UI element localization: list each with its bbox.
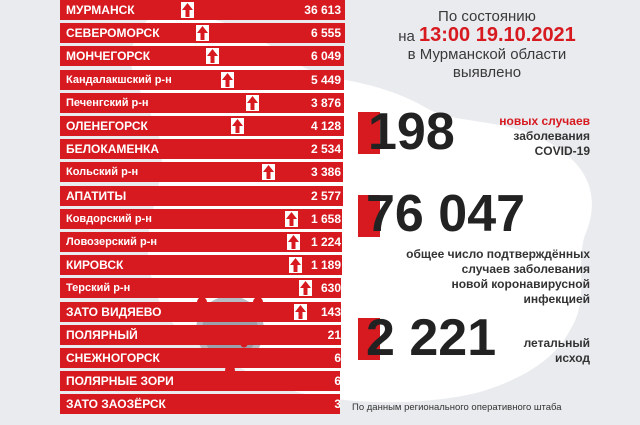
header-timestamp: 13:00 19.10.2021 bbox=[419, 24, 576, 46]
value-label: 5 449 bbox=[310, 72, 341, 87]
value-label: 3 bbox=[334, 397, 341, 412]
trend-up-icon bbox=[181, 2, 194, 18]
deaths-label1: летальный bbox=[523, 336, 590, 350]
bar bbox=[60, 208, 342, 229]
category-label: ЗАТО ВИДЯЕВО bbox=[66, 304, 162, 319]
trend-up-icon bbox=[294, 303, 307, 320]
header-line1: По состоянию bbox=[438, 8, 536, 25]
deaths-label: летальный исход bbox=[480, 336, 590, 366]
value-label: 36 613 bbox=[304, 3, 341, 17]
new-cases-label: новых случаев заболевания COVID-19 bbox=[470, 114, 590, 159]
header-prefix: на bbox=[398, 28, 415, 45]
bar bbox=[60, 232, 342, 252]
category-label: Кольский р-н bbox=[66, 166, 139, 179]
header: По состоянию на 13:00 19.10.2021 в Мурма… bbox=[362, 8, 612, 82]
bar bbox=[60, 46, 344, 67]
value-label: 2 534 bbox=[310, 142, 341, 157]
category-label: Кандалакшский р-н bbox=[66, 73, 172, 86]
category-label: АПАТИТЫ bbox=[66, 188, 127, 203]
category-label: Терский р-н bbox=[66, 282, 131, 295]
bar bbox=[60, 185, 343, 206]
trend-up-icon bbox=[262, 164, 275, 181]
deaths-accent bbox=[358, 318, 380, 360]
bar bbox=[60, 139, 343, 160]
total-cases-value: 76 047 bbox=[366, 185, 526, 243]
trend-up-icon bbox=[287, 234, 300, 250]
value-label: 4 128 bbox=[310, 119, 341, 133]
header-line2: на 13:00 19.10.2021 bbox=[362, 24, 612, 46]
category-label: Печенгский р-н bbox=[66, 96, 149, 109]
trend-up-icon bbox=[206, 48, 219, 65]
total-label1: общее число подтверждённых bbox=[406, 247, 590, 261]
deaths-value: 2 221 bbox=[366, 309, 497, 367]
new-cases-label-red: новых случаев bbox=[499, 114, 590, 128]
total-accent bbox=[358, 195, 380, 237]
value-label: 1 224 bbox=[310, 235, 341, 249]
total-label4: инфекцией bbox=[523, 292, 590, 306]
value-label: 2 577 bbox=[310, 188, 341, 203]
trend-up-icon bbox=[221, 71, 234, 88]
trend-up-icon bbox=[289, 257, 302, 274]
deaths-label2: исход bbox=[554, 351, 590, 365]
value-label: 6 bbox=[334, 374, 341, 389]
value-label: 6 555 bbox=[310, 26, 341, 41]
total-label2: случаев заболевания bbox=[461, 262, 590, 276]
category-label: ПОЛЯРНЫЙ bbox=[66, 327, 138, 342]
bar bbox=[60, 348, 341, 368]
total-cases-label: общее число подтверждённых случаев забол… bbox=[360, 247, 590, 307]
new-cases-label1: заболевания bbox=[513, 129, 590, 143]
source-footnote: По данным регионального оперативного шта… bbox=[352, 402, 562, 413]
bar bbox=[60, 92, 344, 113]
category-label: ЗАТО ЗАОЗЁРСК bbox=[66, 397, 166, 412]
trend-up-icon bbox=[299, 280, 312, 297]
new-cases-accent bbox=[358, 112, 380, 154]
trend-up-icon bbox=[246, 94, 259, 111]
bar bbox=[60, 116, 344, 136]
bar bbox=[60, 255, 342, 276]
new-cases-label2: COVID-19 bbox=[534, 144, 590, 158]
value-label: 6 049 bbox=[310, 49, 341, 64]
category-label: СЕВЕРОМОРСК bbox=[66, 26, 160, 41]
value-label: 3 386 bbox=[310, 165, 341, 180]
category-label: МОНЧЕГОРСК bbox=[66, 49, 151, 64]
category-label: Ловозерский р-н bbox=[66, 236, 158, 248]
total-label3: новой коронавирусной bbox=[451, 277, 590, 291]
value-label: 1 658 bbox=[310, 211, 341, 226]
bar bbox=[60, 394, 340, 415]
category-label: ОЛЕНЕГОРСК bbox=[66, 119, 148, 133]
header-line4: выявлено bbox=[452, 64, 522, 81]
category-label: КИРОВСК bbox=[66, 258, 124, 273]
trend-up-icon bbox=[285, 210, 298, 227]
bar bbox=[60, 301, 341, 322]
bar bbox=[60, 371, 340, 392]
value-label: 1 189 bbox=[310, 258, 341, 273]
category-label: ПОЛЯРНЫЕ ЗОРИ bbox=[66, 374, 174, 389]
category-label: СНЕЖНОГОРСК bbox=[66, 351, 160, 365]
value-label: 6 bbox=[334, 351, 341, 365]
bar bbox=[60, 69, 344, 90]
trend-up-icon bbox=[231, 118, 244, 134]
header-line3: в Мурманской области bbox=[407, 46, 567, 63]
value-label: 21 bbox=[327, 327, 341, 342]
category-label: Ковдорский р-н bbox=[66, 212, 152, 225]
bar bbox=[60, 324, 341, 345]
value-label: 630 bbox=[320, 281, 341, 296]
new-cases-value: 198 bbox=[368, 103, 455, 161]
bar bbox=[60, 278, 341, 299]
trend-up-icon bbox=[196, 25, 209, 42]
category-label: БЕЛОКАМЕНКА bbox=[66, 142, 160, 157]
bar bbox=[60, 0, 345, 20]
value-label: 143 bbox=[320, 304, 341, 319]
category-label: МУРМАНСК bbox=[66, 3, 135, 17]
value-label: 3 876 bbox=[310, 95, 341, 110]
